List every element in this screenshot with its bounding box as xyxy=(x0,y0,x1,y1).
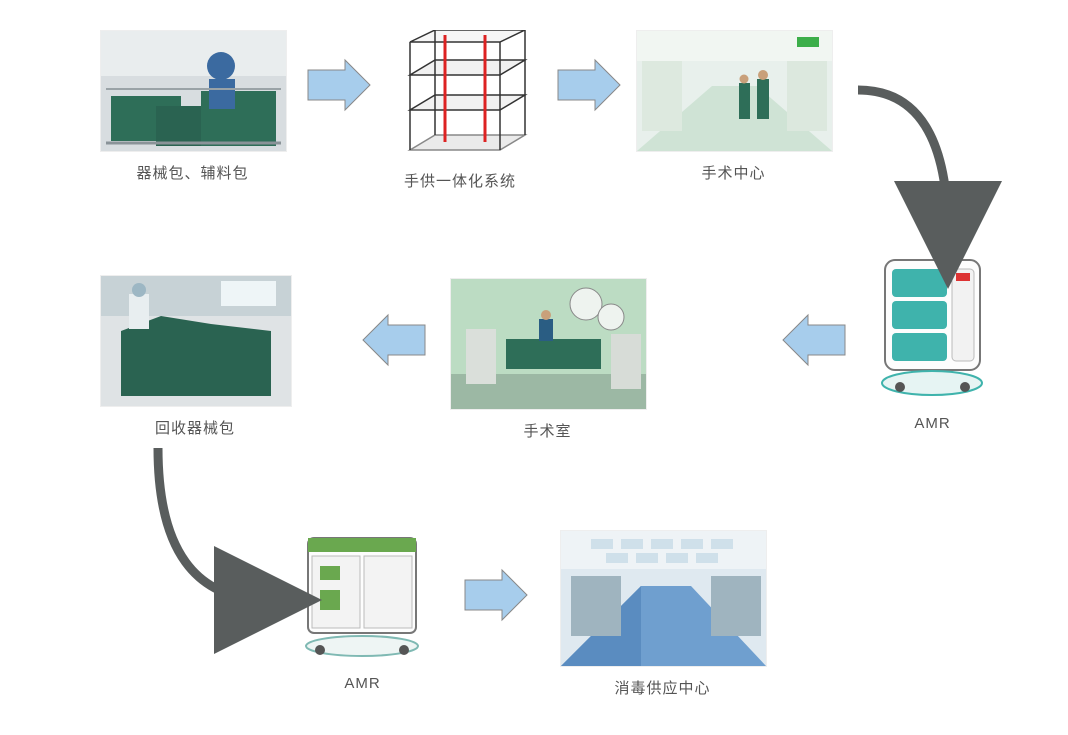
arrow-n3-n4 xyxy=(858,90,948,235)
label-cssd: 消毒供应中心 xyxy=(560,677,765,698)
photo-packing xyxy=(100,30,287,152)
node-amr-green: AMR xyxy=(290,530,435,692)
label-surgery-center: 手术中心 xyxy=(636,162,831,183)
label-instrument-pack: 器械包、辅料包 xyxy=(100,162,285,183)
photo-recycle xyxy=(100,275,292,407)
photo-or xyxy=(450,278,647,410)
arrow-n4-n5 xyxy=(783,315,845,365)
shelf-diagram xyxy=(385,30,535,160)
label-recycle-pack: 回收器械包 xyxy=(100,417,290,438)
amr-blue-icon xyxy=(870,255,995,405)
amr-green-icon xyxy=(290,530,435,665)
node-surgery-center: 手术中心 xyxy=(636,30,831,183)
arrow-n7-n8 xyxy=(465,570,527,620)
arrow-n5-n6 xyxy=(363,315,425,365)
arrow-n1-n2 xyxy=(308,60,370,110)
node-instrument-pack: 器械包、辅料包 xyxy=(100,30,285,183)
label-integrated-system: 手供一体化系统 xyxy=(385,170,535,191)
photo-corridor xyxy=(636,30,833,152)
node-operating-room: 手术室 xyxy=(450,278,645,441)
node-amr-blue: AMR xyxy=(870,255,995,432)
label-operating-room: 手术室 xyxy=(450,420,645,441)
label-amr-green: AMR xyxy=(290,675,435,692)
label-amr-blue: AMR xyxy=(870,415,995,432)
node-cssd: 消毒供应中心 xyxy=(560,530,765,698)
arrow-n2-n3 xyxy=(558,60,620,110)
node-integrated-system: 手供一体化系统 xyxy=(385,30,535,191)
photo-cssd xyxy=(560,530,767,667)
arrow-n6-n7 xyxy=(158,448,268,600)
node-recycle-pack: 回收器械包 xyxy=(100,275,290,438)
